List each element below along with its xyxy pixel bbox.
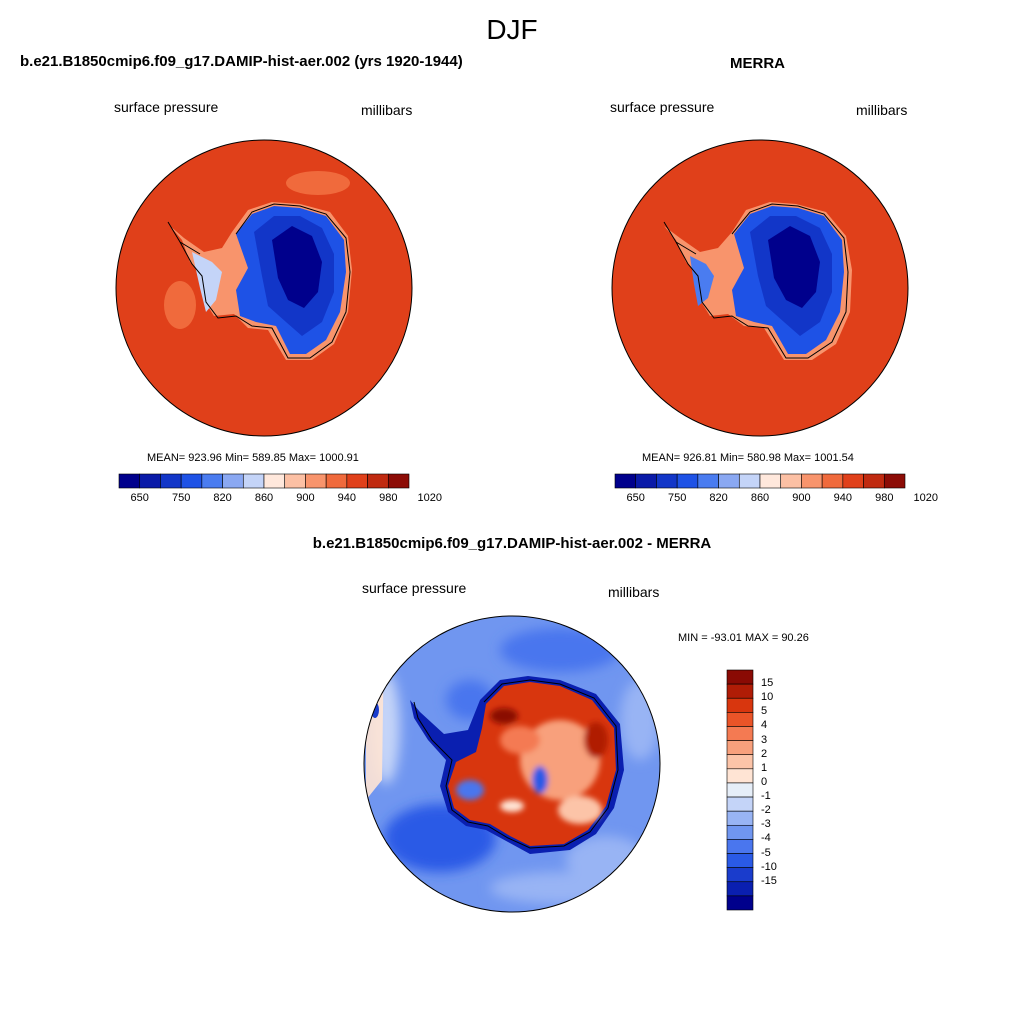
colorbar-tick-label: 650 — [130, 492, 149, 504]
colorbar-tick-label: 1020 — [913, 492, 938, 504]
colorbar-swatch — [387, 473, 410, 489]
diff-colorbar — [726, 669, 754, 911]
colorbar-swatch — [346, 473, 368, 489]
colorbar-tick-label: 1 — [761, 761, 768, 774]
colorbar-tick-label: 900 — [792, 492, 811, 504]
colorbar-swatch — [118, 473, 141, 489]
colorbar-swatch — [780, 473, 802, 489]
colorbar-swatch — [726, 669, 754, 685]
colorbar-swatch — [842, 473, 864, 489]
model-variable-label: surface pressure — [114, 99, 219, 115]
colorbar-tick-label: -4 — [761, 832, 771, 845]
colorbar-swatch — [180, 473, 203, 489]
colorbar-tick-label: 860 — [750, 492, 770, 504]
colorbar-swatch — [726, 881, 754, 897]
colorbar-swatch — [325, 473, 348, 489]
colorbar-swatch — [160, 473, 182, 489]
colorbar-swatch — [201, 473, 223, 489]
colorbar-swatch — [759, 473, 782, 489]
model-colorbar — [118, 473, 410, 489]
colorbar-swatch — [676, 473, 699, 489]
colorbar-tick-label: 980 — [379, 492, 398, 504]
colorbar-swatch — [726, 768, 754, 784]
colorbar-swatch — [863, 473, 885, 489]
colorbar-swatch — [726, 895, 754, 911]
colorbar-swatch — [801, 473, 823, 489]
diff-panel-title: b.e21.B1850cmip6.f09_g17.DAMIP-hist-aer.… — [312, 535, 712, 552]
figure-title: DJF — [486, 14, 538, 45]
colorbar-swatch — [656, 473, 678, 489]
colorbar-tick-label: 650 — [626, 492, 645, 504]
colorbar-swatch — [284, 473, 306, 489]
obs-units-label: millibars — [856, 102, 908, 118]
colorbar-swatch — [726, 740, 754, 756]
colorbar-swatch — [697, 473, 719, 489]
colorbar-swatch — [726, 726, 754, 741]
colorbar-swatch — [139, 473, 161, 489]
colorbar-swatch — [305, 473, 327, 489]
colorbar-swatch — [726, 712, 754, 727]
colorbar-tick-label: -2 — [761, 804, 771, 817]
colorbar-tick-label: 940 — [833, 492, 853, 504]
colorbar-swatch — [726, 754, 754, 770]
colorbar-swatch — [726, 824, 754, 840]
colorbar-tick-label: -3 — [761, 818, 771, 831]
colorbar-tick-label: 0 — [761, 775, 768, 788]
colorbar-swatch — [726, 782, 754, 798]
colorbar-tick-label: -5 — [761, 846, 771, 859]
colorbar-tick-label: -1 — [761, 790, 771, 803]
model-map — [116, 140, 412, 436]
colorbar-tick-label: 4 — [761, 719, 768, 732]
colorbar-tick-label: 2 — [761, 747, 768, 760]
colorbar-swatch — [821, 473, 844, 489]
colorbar-swatch — [635, 473, 657, 489]
obs-variable-label: surface pressure — [610, 99, 715, 115]
obs-panel-title: MERRA — [730, 55, 785, 72]
colorbar-swatch — [726, 683, 754, 699]
colorbar-swatch — [726, 810, 754, 826]
colorbar-tick-label: 5 — [761, 705, 768, 718]
diff-units-label: millibars — [608, 584, 660, 600]
colorbar-tick-label: -10 — [761, 860, 777, 873]
colorbar-swatch — [883, 473, 906, 489]
colorbar-tick-label: 750 — [171, 492, 191, 504]
colorbar-tick-label: 980 — [875, 492, 894, 504]
obs-stats: MEAN= 926.81 Min= 580.98 Max= 1001.54 — [642, 452, 854, 464]
model-units-label: millibars — [361, 102, 413, 118]
colorbar-swatch — [726, 796, 754, 812]
colorbar-swatch — [718, 473, 740, 489]
colorbar-swatch — [726, 839, 754, 854]
colorbar-tick-label: 750 — [667, 492, 687, 504]
colorbar-swatch — [726, 853, 754, 868]
colorbar-swatch — [738, 473, 761, 489]
colorbar-swatch — [367, 473, 389, 489]
diff-stats: MIN = -93.01 MAX = 90.26 — [678, 632, 809, 644]
colorbar-tick-label: 860 — [254, 492, 274, 504]
colorbar-tick-label: 820 — [709, 492, 728, 504]
colorbar-tick-label: 1020 — [417, 492, 442, 504]
obs-colorbar — [614, 473, 906, 489]
model-stats: MEAN= 923.96 Min= 589.85 Max= 1000.91 — [147, 452, 359, 464]
colorbar-swatch — [726, 867, 754, 883]
colorbar-tick-label: 820 — [213, 492, 232, 504]
colorbar-tick-label: 900 — [296, 492, 315, 504]
diff-variable-label: surface pressure — [362, 580, 467, 596]
colorbar-swatch — [726, 697, 754, 713]
colorbar-swatch — [242, 473, 265, 489]
colorbar-swatch — [263, 473, 286, 489]
colorbar-tick-label: 15 — [761, 677, 774, 690]
obs-map — [612, 140, 908, 436]
model-panel-title: b.e21.B1850cmip6.f09_g17.DAMIP-hist-aer.… — [20, 53, 463, 70]
colorbar-tick-label: 10 — [761, 691, 774, 704]
colorbar-swatch — [222, 473, 244, 489]
colorbar-tick-label: -15 — [761, 874, 777, 887]
colorbar-swatch — [614, 473, 637, 489]
diff-map — [364, 616, 660, 912]
colorbar-tick-label: 940 — [337, 492, 357, 504]
colorbar-tick-label: 3 — [761, 733, 768, 746]
